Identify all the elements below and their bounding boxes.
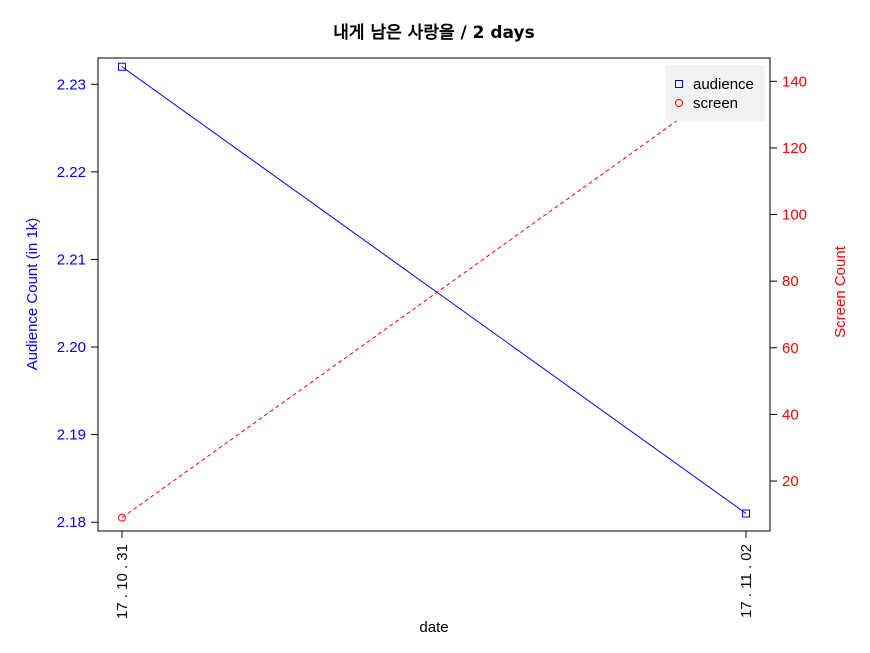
right-axis: 20 40 60 80 100 120 140 (769, 73, 807, 490)
x-axis-title: date (419, 619, 448, 636)
screen-line (121, 70, 747, 519)
legend-label-audience: audience (693, 76, 754, 93)
right-tick-label: 140 (782, 73, 807, 90)
x-axis: 17 . 10 . 31 17 . 11 . 02 (114, 530, 755, 619)
plot-frame (97, 57, 771, 532)
x-tick-label: 17 . 11 . 02 (738, 544, 755, 618)
screen-point (118, 513, 126, 522)
right-tick-label: 100 (782, 207, 807, 224)
chart-title: 내게 남은 사랑을 / 2 days (333, 23, 534, 43)
left-tick-label: 2.20 (57, 339, 86, 356)
left-tick-label: 2.21 (57, 251, 86, 268)
right-tick-label: 80 (782, 273, 799, 290)
left-tick-label: 2.22 (57, 164, 86, 181)
audience-point (742, 509, 750, 518)
left-axis-title: Audience Count (in 1k) (24, 218, 41, 371)
left-axis: 2.18 2.19 2.20 2.21 2.22 2.23 (57, 76, 99, 531)
audience-line (121, 66, 747, 514)
legend: audience screen (666, 65, 765, 121)
legend-marker-audience (675, 80, 683, 88)
left-tick-label: 2.18 (57, 514, 86, 531)
right-tick-label: 40 (782, 406, 799, 423)
legend-marker-screen (675, 99, 683, 107)
right-tick-label: 20 (782, 473, 799, 490)
left-tick-label: 2.23 (57, 76, 86, 93)
series-layer (118, 62, 750, 522)
right-tick-label: 60 (782, 340, 799, 357)
x-tick-label: 17 . 10 . 31 (114, 544, 131, 619)
audience-point (118, 62, 126, 71)
left-tick-label: 2.19 (57, 427, 86, 444)
right-axis-title: Screen Count (832, 245, 849, 338)
legend-box (666, 65, 765, 121)
right-tick-label: 120 (782, 140, 807, 157)
legend-label-screen: screen (693, 95, 738, 112)
